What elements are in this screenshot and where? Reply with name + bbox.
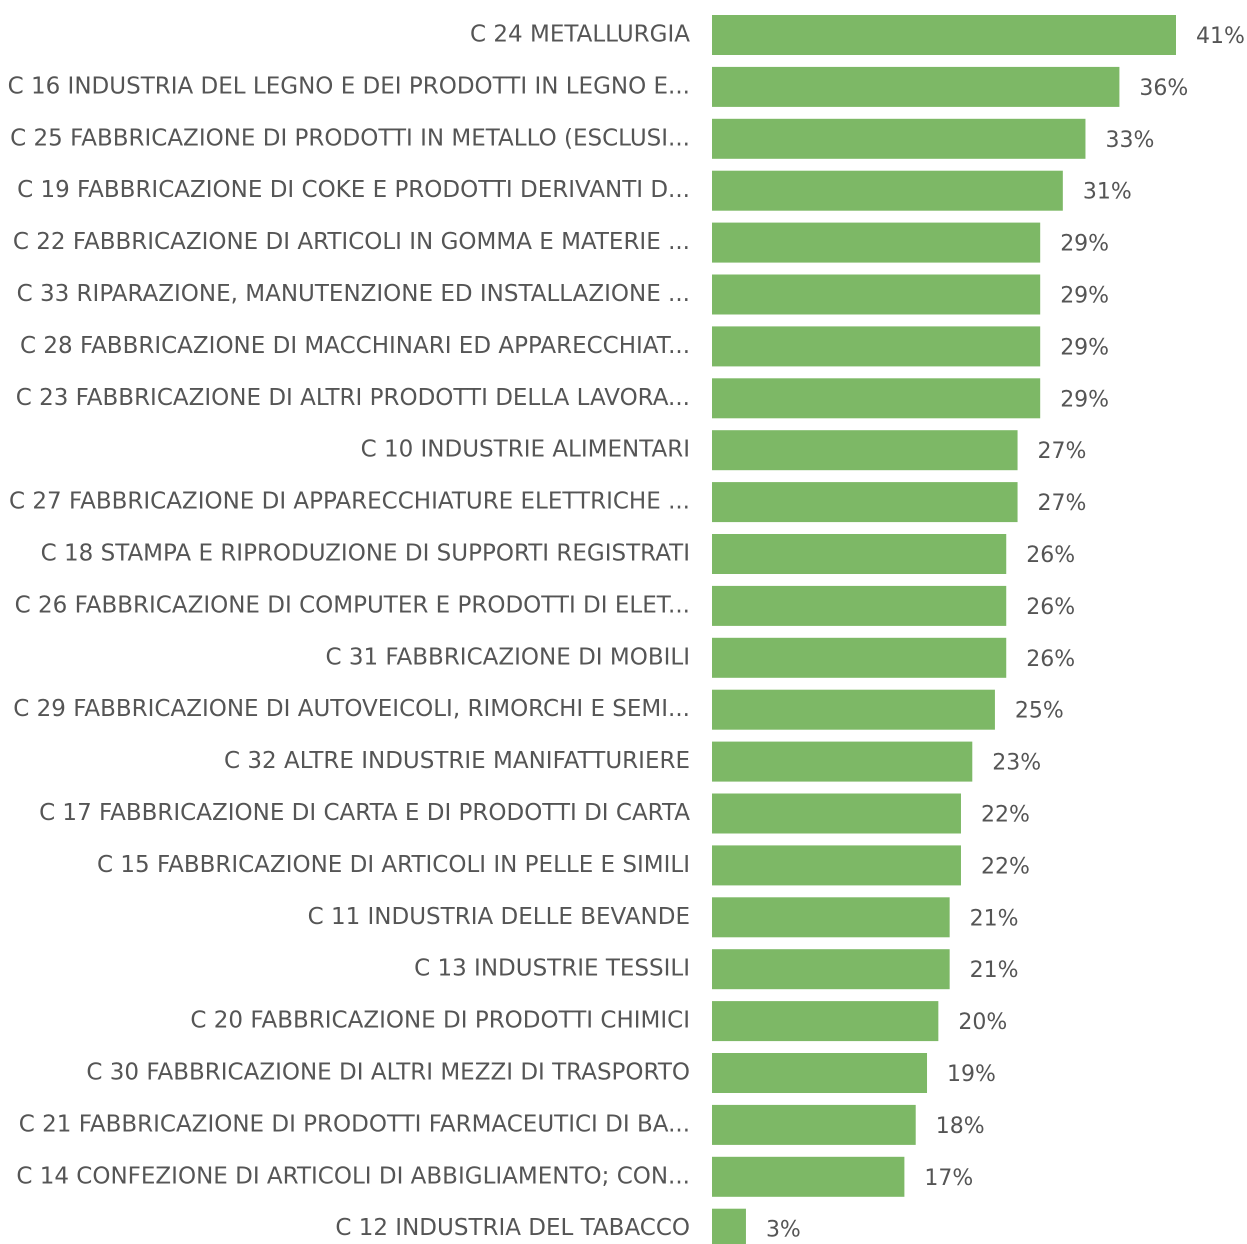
bar (712, 222, 1041, 263)
value-label: 41% (1196, 24, 1245, 49)
bar (712, 1156, 905, 1197)
value-label: 22% (981, 854, 1030, 879)
category-label: C 30 FABBRICAZIONE DI ALTRI MEZZI DI TRA… (86, 1060, 690, 1086)
bar (712, 897, 950, 938)
category-label: C 29 FABBRICAZIONE DI AUTOVEICOLI, RIMOR… (13, 696, 690, 722)
value-label: 27% (1038, 491, 1087, 516)
category-label: C 25 FABBRICAZIONE DI PRODOTTI IN METALL… (10, 125, 690, 151)
category-label: C 16 INDUSTRIA DEL LEGNO E DEI PRODOTTI … (8, 73, 690, 99)
value-label: 20% (958, 1010, 1007, 1035)
value-label: 31% (1083, 180, 1132, 205)
category-label: C 13 INDUSTRIE TESSILI (414, 956, 690, 982)
bar (712, 482, 1018, 523)
bar (712, 689, 995, 730)
value-label: 27% (1038, 439, 1087, 464)
category-label: C 27 FABBRICAZIONE DI APPARECCHIATURE EL… (9, 489, 690, 515)
category-label: C 31 FABBRICAZIONE DI MOBILI (325, 644, 690, 670)
bar (712, 326, 1041, 367)
bar (712, 1104, 916, 1145)
bar (712, 430, 1018, 471)
bar (712, 1001, 939, 1042)
category-label: C 19 FABBRICAZIONE DI COKE E PRODOTTI DE… (17, 177, 690, 203)
bar (712, 274, 1041, 315)
category-label: C 10 INDUSTRIE ALIMENTARI (361, 437, 690, 463)
value-label: 3% (766, 1218, 801, 1243)
bar (712, 845, 961, 886)
category-label: C 21 FABBRICAZIONE DI PRODOTTI FARMACEUT… (19, 1111, 690, 1137)
category-label: C 12 INDUSTRIA DEL TABACCO (335, 1215, 690, 1241)
category-label: C 15 FABBRICAZIONE DI ARTICOLI IN PELLE … (97, 852, 690, 878)
value-label: 21% (970, 906, 1019, 931)
value-label: 29% (1060, 335, 1109, 360)
category-label: C 22 FABBRICAZIONE DI ARTICOLI IN GOMMA … (13, 229, 690, 255)
value-label: 17% (924, 1166, 973, 1191)
value-label: 29% (1060, 284, 1109, 309)
bar (712, 637, 1007, 678)
value-label: 33% (1105, 128, 1154, 153)
value-label: 21% (970, 958, 1019, 983)
value-label: 18% (936, 1114, 985, 1139)
bar (712, 1208, 746, 1244)
category-label: C 20 FABBRICAZIONE DI PRODOTTI CHIMICI (190, 1008, 690, 1034)
bar (712, 793, 961, 834)
category-label: C 24 METALLURGIA (470, 22, 690, 48)
value-label: 29% (1060, 387, 1109, 412)
bar (712, 1053, 928, 1093)
value-label: 23% (992, 751, 1041, 776)
value-label: 26% (1026, 543, 1075, 568)
bar (712, 170, 1063, 211)
category-label: C 26 FABBRICAZIONE DI COMPUTER E PRODOTT… (15, 592, 690, 618)
value-label: 22% (981, 803, 1030, 828)
bar (712, 66, 1120, 107)
category-label: C 14 CONFEZIONE DI ARTICOLI DI ABBIGLIAM… (16, 1163, 690, 1189)
category-label: C 23 FABBRICAZIONE DI ALTRI PRODOTTI DEL… (16, 385, 690, 411)
bar (712, 741, 973, 782)
value-label: 26% (1026, 595, 1075, 620)
value-label: 19% (947, 1062, 996, 1087)
category-label: C 32 ALTRE INDUSTRIE MANIFATTURIERE (224, 748, 690, 774)
bar (712, 378, 1041, 419)
value-label: 26% (1026, 647, 1075, 672)
category-label: C 17 FABBRICAZIONE DI CARTA E DI PRODOTT… (39, 800, 690, 826)
bar (712, 949, 950, 990)
category-label: C 18 STAMPA E RIPRODUZIONE DI SUPPORTI R… (41, 541, 690, 567)
bar (712, 15, 1176, 55)
bar (712, 118, 1086, 159)
bar (712, 585, 1007, 626)
value-label: 25% (1015, 699, 1064, 724)
value-label: 36% (1139, 76, 1188, 101)
category-label: C 28 FABBRICAZIONE DI MACCHINARI ED APPA… (20, 333, 690, 359)
value-label: 29% (1060, 232, 1109, 257)
bar (712, 534, 1007, 574)
category-label: C 33 RIPARAZIONE, MANUTENZIONE ED INSTAL… (17, 281, 690, 307)
category-label: C 11 INDUSTRIA DELLE BEVANDE (308, 904, 690, 930)
